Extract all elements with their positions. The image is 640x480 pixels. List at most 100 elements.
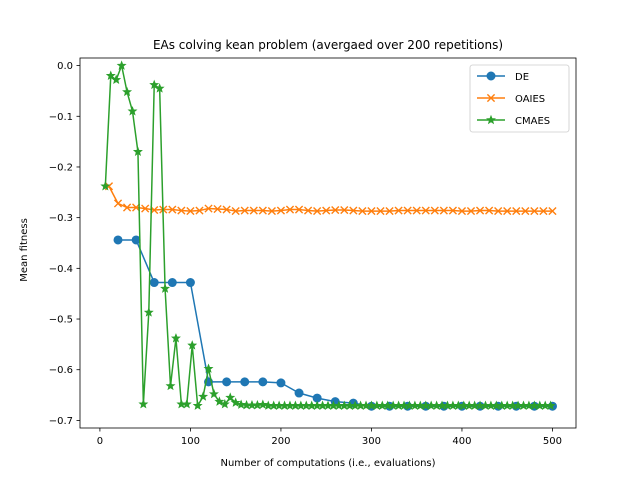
data-point [276, 206, 286, 215]
data-point [167, 278, 177, 288]
data-point [503, 206, 512, 216]
legend-marker [486, 93, 496, 103]
data-point [105, 70, 116, 80]
data-point [530, 206, 539, 216]
data-point [203, 363, 214, 373]
data-point [439, 206, 448, 215]
axes-frame [79, 57, 577, 429]
data-point [340, 205, 349, 215]
axes: 0 100 200 300 400 500 0.0 −0.1 −0.2 −0.3 −0.4 −0.5 −… [49, 57, 577, 447]
y-tick-label: −0.1 [49, 112, 73, 123]
y-tick-label: −0.2 [49, 162, 73, 173]
data-point [512, 206, 521, 216]
y-tick-label: −0.3 [49, 213, 73, 224]
data-point [267, 206, 276, 216]
data-point [168, 205, 177, 214]
legend-entry-de: DE [477, 71, 529, 83]
data-point [376, 206, 385, 216]
legend-marker [486, 71, 496, 81]
data-point [403, 206, 412, 215]
data-point [143, 307, 154, 317]
data-point [285, 205, 295, 214]
data-point [185, 278, 195, 288]
y-tick-label: −0.7 [49, 416, 73, 427]
data-point [448, 206, 457, 215]
data-point [132, 146, 143, 156]
data-point [240, 377, 250, 387]
legend-entry-cmaes: CMAES [477, 114, 550, 127]
data-point [222, 377, 232, 387]
data-point [394, 206, 403, 215]
data-point [466, 206, 476, 216]
legend-marker [486, 114, 496, 125]
data-point [494, 206, 503, 216]
data-point [192, 400, 203, 410]
data-point [249, 206, 258, 215]
data-point [276, 378, 286, 388]
data-point [116, 60, 127, 70]
data-point [213, 204, 222, 214]
plot-area [100, 60, 557, 411]
data-point [385, 206, 394, 216]
data-point [149, 79, 160, 90]
data-point [545, 400, 556, 410]
data-point [222, 205, 231, 214]
data-point [367, 206, 376, 216]
series-cmaes [100, 60, 556, 410]
data-point [430, 206, 439, 215]
x-tick-label: 100 [181, 436, 200, 447]
data-point [165, 380, 176, 391]
x-axis-label: Number of computations (i.e., evaluation… [220, 458, 435, 469]
data-point [539, 206, 548, 216]
chart-title: EAs colving kean problem (avergaed over … [153, 38, 503, 52]
x-tick-label: 300 [362, 436, 381, 447]
data-point [195, 206, 204, 215]
data-point [204, 204, 213, 213]
data-point [294, 388, 304, 398]
data-point [131, 235, 141, 245]
y-tick-label: −0.5 [49, 315, 73, 326]
data-point [322, 206, 331, 215]
data-point [208, 388, 219, 399]
y-tick-label: 0.0 [57, 61, 73, 72]
y-tick-label: −0.4 [49, 264, 73, 275]
data-point [257, 399, 268, 409]
data-point [475, 206, 485, 215]
data-point [113, 235, 123, 245]
data-point [230, 397, 241, 407]
data-point [177, 206, 186, 215]
data-point [412, 206, 421, 215]
data-point [240, 206, 249, 215]
data-point [122, 86, 133, 97]
data-point [100, 181, 111, 191]
x-tick-label: 200 [271, 436, 290, 447]
legend-box [469, 64, 570, 133]
y-tick-label: −0.6 [49, 365, 73, 376]
data-point [186, 206, 195, 216]
data-point [154, 83, 165, 93]
data-point [141, 204, 150, 213]
data-point [236, 399, 247, 409]
data-point [219, 398, 230, 409]
x-tick-label: 0 [97, 436, 103, 447]
data-point [548, 206, 557, 216]
data-point [138, 398, 149, 409]
data-point [198, 391, 209, 401]
data-point [485, 206, 494, 215]
data-point [113, 199, 123, 208]
data-point [111, 74, 122, 85]
data-point [294, 205, 304, 214]
data-point [313, 206, 322, 216]
data-point [149, 278, 159, 288]
y-axis-label: Mean fitness [19, 218, 30, 282]
legend-label: OAIES [515, 94, 545, 105]
data-point [160, 283, 171, 293]
legend-entry-oaies: OAIES [477, 93, 545, 105]
data-point [170, 333, 181, 343]
legend-label: CMAES [515, 116, 550, 127]
data-point [358, 206, 367, 216]
data-point [127, 105, 138, 116]
data-point [181, 398, 192, 409]
data-point [231, 206, 240, 216]
